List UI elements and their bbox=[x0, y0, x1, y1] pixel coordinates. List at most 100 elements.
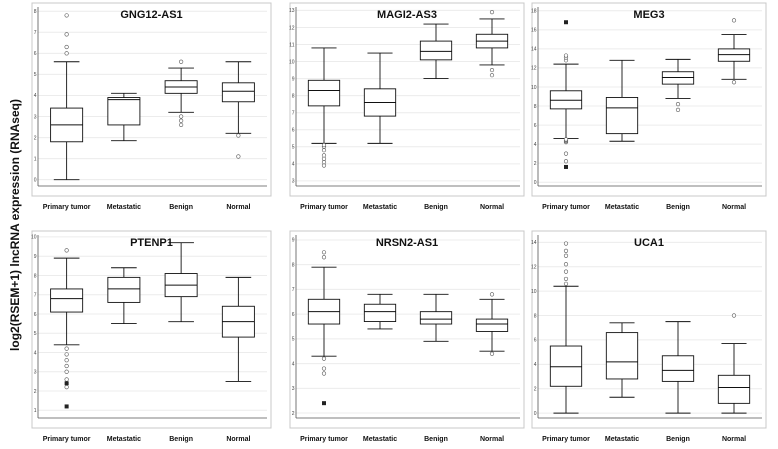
outlier-point bbox=[489, 67, 495, 73]
y-tick-label: 1 bbox=[34, 156, 37, 162]
x-category-label: Primary tumor bbox=[300, 436, 348, 443]
box-benign bbox=[661, 58, 695, 99]
outlier-point bbox=[489, 292, 495, 297]
y-tick-label: 2 bbox=[534, 387, 537, 393]
box-normal bbox=[221, 276, 255, 382]
outlier-point bbox=[563, 248, 569, 253]
y-tick-label: 5 bbox=[34, 331, 37, 337]
x-category-label: Metastatic bbox=[107, 436, 141, 443]
y-tick-label: 8 bbox=[534, 104, 537, 110]
extreme-point bbox=[64, 381, 69, 386]
box-iqr bbox=[605, 332, 639, 380]
x-category-label: Primary tumor bbox=[43, 204, 91, 211]
box-primary-tumor bbox=[549, 63, 583, 139]
outlier-point bbox=[321, 153, 327, 158]
y-tick-label: 10 bbox=[289, 59, 295, 65]
y-tick-label: 6 bbox=[34, 312, 37, 318]
extreme-point bbox=[564, 20, 568, 25]
y-tick-label: 10 bbox=[31, 235, 37, 241]
y-tick-label: 7 bbox=[292, 287, 295, 293]
x-category-label: Benign bbox=[169, 436, 193, 443]
y-tick-label: 16 bbox=[531, 28, 537, 34]
box-iqr bbox=[107, 276, 141, 303]
box-benign bbox=[164, 67, 198, 113]
outlier-point bbox=[731, 80, 737, 85]
chart-panel-1: 0 1 2 3 4 5 6 7 8 GNG12-AS1 Primary tumor Metastati… bbox=[31, 2, 272, 211]
box-primary-tumor bbox=[307, 47, 341, 144]
y-tick-label: 5 bbox=[292, 337, 295, 343]
chart-panel-4: 1 2 3 4 5 6 7 8 9 10 PTENP1 Primary tumor Metastatic… bbox=[31, 230, 272, 443]
box-iqr bbox=[307, 79, 341, 107]
y-tick-label: 4 bbox=[534, 362, 537, 368]
chart-title: MEG3 bbox=[633, 9, 664, 21]
y-tick-label: 7 bbox=[34, 293, 37, 299]
x-category-label: Primary tumor bbox=[542, 436, 590, 443]
outlier-point bbox=[321, 148, 327, 153]
outlier-point bbox=[563, 53, 569, 58]
outlier-point bbox=[321, 366, 327, 371]
outlier-point bbox=[321, 160, 327, 165]
y-tick-label: 12 bbox=[531, 265, 537, 271]
chart-title: NRSN2-AS1 bbox=[376, 237, 438, 249]
y-tick-label: 18 bbox=[531, 9, 537, 15]
y-tick-label: 4 bbox=[292, 162, 295, 168]
outlier-point bbox=[489, 351, 495, 356]
outlier-point bbox=[64, 369, 69, 374]
chart-panel-2: 3 4 5 6 7 8 9 10 11 12 13 MAGI2-AS3 Primary tumor Met… bbox=[289, 2, 525, 211]
outlier-point bbox=[563, 159, 569, 164]
outlier-point bbox=[563, 262, 569, 267]
y-tick-label: 10 bbox=[531, 289, 537, 295]
extreme-point bbox=[64, 404, 69, 409]
outlier-point bbox=[675, 107, 681, 112]
outlier-point bbox=[64, 377, 69, 382]
box-iqr bbox=[717, 374, 751, 404]
y-tick-label: 7 bbox=[292, 110, 295, 116]
y-tick-label: 4 bbox=[34, 93, 37, 99]
y-tick-label: 0 bbox=[534, 411, 537, 417]
chart-title: PTENP1 bbox=[130, 237, 173, 249]
y-tick-label: 2 bbox=[34, 389, 37, 395]
x-category-label: Normal bbox=[226, 436, 250, 443]
outlier-point bbox=[563, 276, 569, 282]
box-metastatic bbox=[605, 59, 639, 142]
y-tick-label: 3 bbox=[34, 370, 37, 376]
outlier-point bbox=[64, 363, 69, 369]
shared-y-axis-label: log2(RSEM+1) lncRNA expression (RNAseq) bbox=[8, 98, 22, 351]
y-tick-label: 8 bbox=[34, 273, 37, 279]
outlier-point bbox=[64, 248, 69, 253]
x-category-label: Normal bbox=[480, 204, 504, 211]
box-primary-tumor bbox=[307, 266, 341, 357]
y-tick-label: 6 bbox=[534, 123, 537, 129]
y-tick-label: 0 bbox=[534, 180, 537, 186]
box-iqr bbox=[419, 40, 453, 61]
box-metastatic bbox=[107, 267, 141, 325]
y-tick-label: 3 bbox=[292, 386, 295, 392]
outlier-point bbox=[64, 32, 69, 37]
box-normal bbox=[221, 61, 255, 134]
box-iqr bbox=[419, 311, 453, 325]
x-category-label: Primary tumor bbox=[300, 204, 348, 211]
box-iqr bbox=[661, 355, 695, 382]
shared-y-axis-label-container: log2(RSEM+1) lncRNA expression (RNAseq) bbox=[0, 0, 30, 449]
box-normal bbox=[475, 18, 509, 66]
box-benign bbox=[419, 23, 453, 80]
x-category-label: Metastatic bbox=[107, 204, 141, 211]
chart-title: MAGI2-AS3 bbox=[377, 9, 437, 21]
x-category-label: Primary tumor bbox=[542, 204, 590, 211]
y-tick-label: 6 bbox=[292, 128, 295, 134]
outlier-point bbox=[563, 253, 569, 258]
outlier-point bbox=[321, 250, 327, 255]
box-benign bbox=[661, 321, 695, 414]
x-category-label: Metastatic bbox=[605, 204, 639, 211]
outlier-point bbox=[64, 13, 69, 18]
outlier-point bbox=[731, 18, 737, 23]
box-primary-tumor bbox=[50, 61, 84, 181]
y-tick-label: 8 bbox=[34, 9, 37, 15]
y-tick-label: 14 bbox=[531, 240, 537, 246]
outlier-point bbox=[675, 102, 681, 107]
box-benign bbox=[164, 242, 198, 323]
box-benign bbox=[419, 293, 453, 342]
y-tick-label: 14 bbox=[531, 47, 537, 53]
x-category-label: Benign bbox=[169, 204, 193, 211]
y-tick-label: 6 bbox=[534, 338, 537, 344]
